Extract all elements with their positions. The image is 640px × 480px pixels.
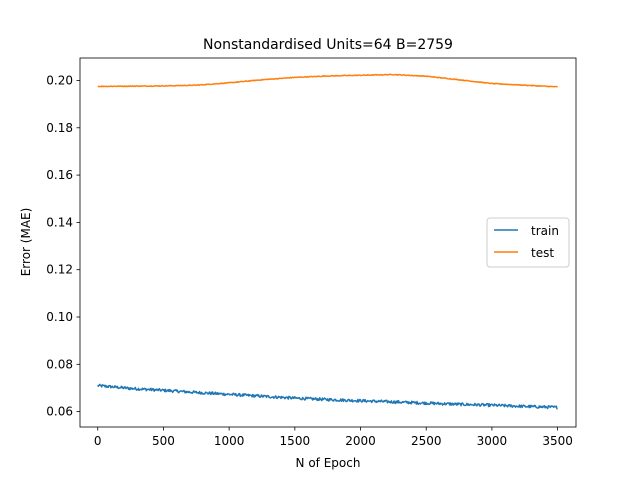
x-tick-label: 2500 [411, 434, 442, 448]
legend-label-test: test [531, 246, 554, 260]
y-tick-label: 0.12 [46, 263, 73, 277]
x-axis-label: N of Epoch [296, 456, 361, 470]
y-axis-label: Error (MAE) [19, 208, 33, 277]
y-tick-label: 0.06 [46, 405, 73, 419]
x-axis: 0 500 1000 1500 2000 2500 3000 3500 [94, 427, 573, 448]
y-tick-label: 0.08 [46, 357, 73, 371]
y-tick-label: 0.20 [46, 73, 73, 87]
y-tick-label: 0.14 [46, 215, 73, 229]
legend-label-train: train [531, 224, 559, 238]
series-line-train [97, 383, 558, 410]
x-tick-label: 3000 [477, 434, 508, 448]
y-tick-label: 0.10 [46, 310, 73, 324]
y-tick-label: 0.16 [46, 168, 73, 182]
x-tick-label: 1000 [214, 434, 245, 448]
series-line-test [97, 73, 558, 88]
x-tick-label: 1500 [280, 434, 311, 448]
y-tick-label: 0.18 [46, 121, 73, 135]
y-axis: 0.06 0.08 0.10 0.12 0.14 0.16 0.18 0.20 [46, 73, 80, 419]
chart-title: Nonstandardised Units=64 B=2759 [203, 37, 453, 53]
x-tick-label: 0 [94, 434, 102, 448]
plot-area [97, 73, 558, 410]
x-tick-label: 2000 [345, 434, 376, 448]
x-tick-label: 500 [152, 434, 175, 448]
axes-frame [79, 57, 577, 428]
legend: train test [486, 217, 570, 268]
x-tick-label: 3500 [542, 434, 573, 448]
